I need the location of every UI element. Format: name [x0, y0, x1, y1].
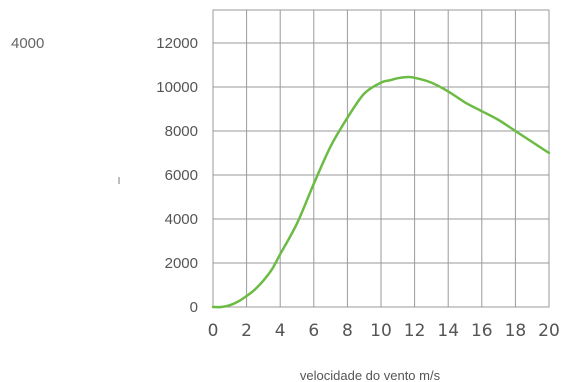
y-tick-label: 0 [190, 299, 198, 316]
y-axis-label: I [118, 176, 121, 187]
x-tick-label: 16 [471, 321, 493, 341]
x-tick-label: 6 [308, 321, 319, 341]
series-layer [211, 75, 551, 309]
y-tick-label: 8000 [165, 123, 198, 140]
x-axis-label: velocidade do vento m/s [300, 368, 441, 382]
x-tick-label: 14 [437, 321, 459, 341]
x-tick-label: 2 [241, 321, 252, 341]
y-tick-label: 10000 [156, 79, 198, 96]
y-tick-label: 2000 [165, 255, 198, 272]
y-tick-label: 12000 [156, 35, 198, 52]
corner-value-label: 4000 [11, 35, 45, 52]
grid [212, 9, 550, 308]
y-tick-label: 4000 [165, 211, 198, 228]
power-curve-line [211, 75, 551, 309]
x-tick-label: 12 [404, 321, 426, 341]
x-tick-label: 4 [275, 321, 286, 341]
x-tick-label: 0 [208, 321, 219, 341]
tick-labels: 0 2000 4000 6000 8000 10000 12000 0 2 4 6 8 10 12 14 16… [156, 35, 560, 341]
x-tick-label: 10 [370, 321, 392, 341]
y-tick-label: 6000 [165, 167, 198, 184]
x-tick-label: 20 [538, 321, 560, 341]
x-tick-label: 8 [342, 321, 353, 341]
x-tick-label: 18 [505, 321, 527, 341]
